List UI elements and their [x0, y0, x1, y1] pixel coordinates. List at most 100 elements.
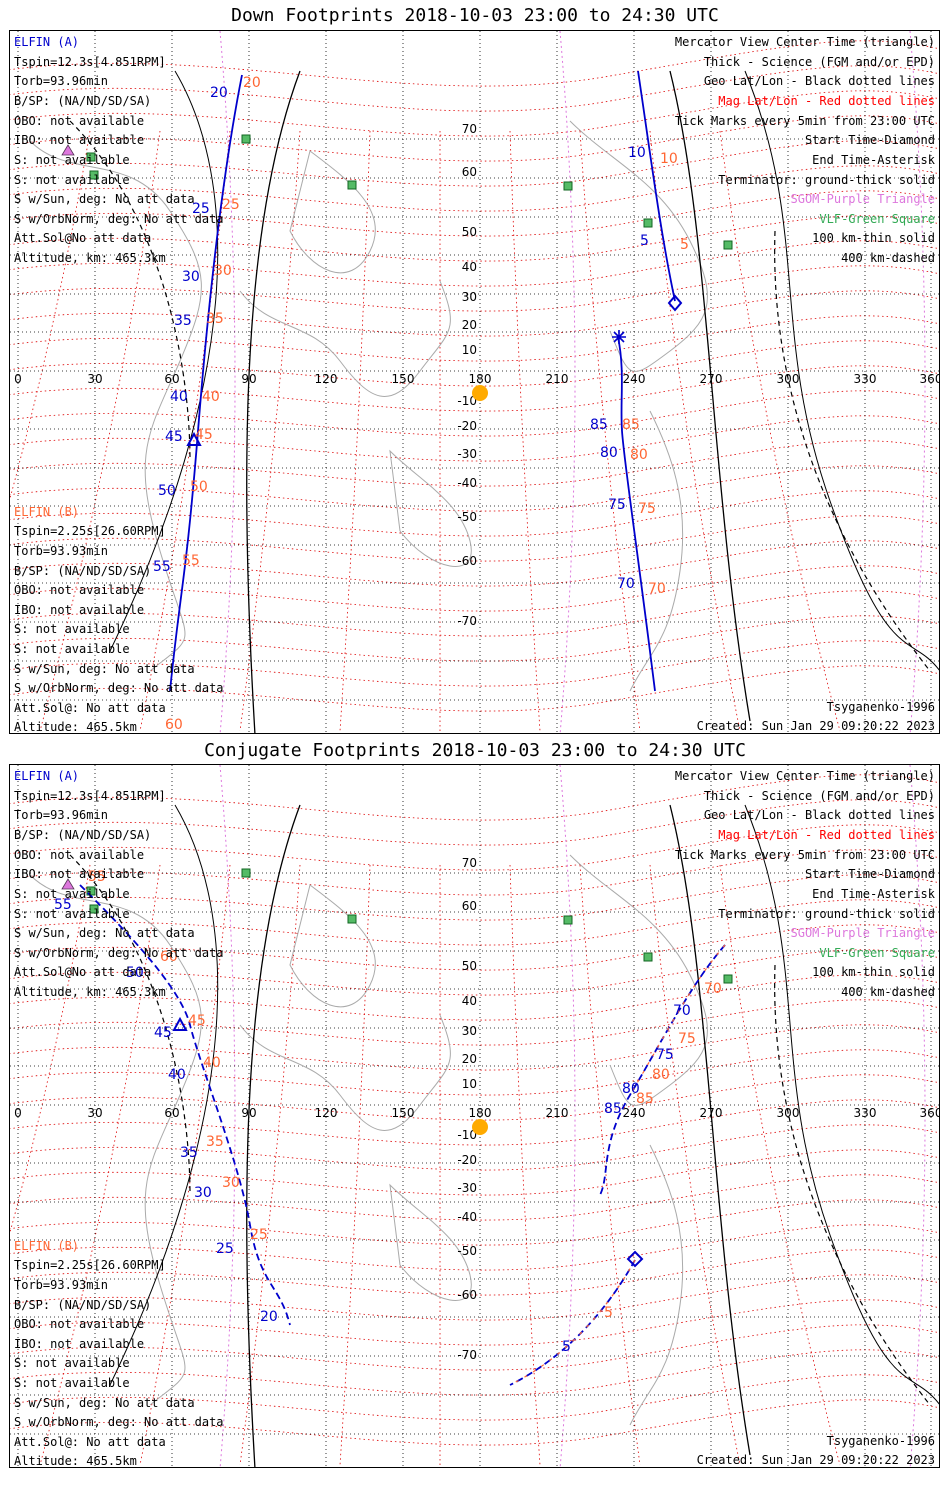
lon-tick-label: 360: [920, 1106, 940, 1120]
track-tick-label-a: 5: [562, 1339, 571, 1355]
mag-lat-line: [10, 1099, 939, 1146]
elfin-a-track: [79, 884, 291, 1326]
mag-lat-line: [10, 365, 939, 412]
mag-lon-line: [509, 864, 541, 1466]
lat-tick-label: -50: [457, 1244, 477, 1258]
coastline: [569, 854, 708, 1106]
map-canvas-down: 0 30 60 90 120 150 180 210 240 270 300 330 360 70 60 50…: [10, 31, 939, 733]
mag-lat-line: [10, 90, 939, 137]
lat-tick-label: -20: [457, 419, 477, 433]
elfin-b-line: IBO: not available: [14, 1337, 145, 1351]
lat-tick-label: 10: [462, 1077, 477, 1091]
coastline: [29, 874, 202, 1406]
coastline: [629, 410, 684, 692]
mag-lat-line: [10, 1024, 939, 1071]
terminator-line: [109, 70, 219, 652]
track-tick-label-b: 10: [660, 151, 678, 167]
mag-lat-line: [10, 215, 939, 262]
track-tick-label-a: 25: [192, 201, 210, 217]
lat-tick-label: -60: [457, 1288, 477, 1302]
elfin-a-line: OBO: not available: [14, 848, 145, 862]
legend-line: VLF-Green Square: [819, 212, 935, 226]
terminator-line: [669, 804, 751, 1456]
track-tick-label-b: 35: [206, 311, 224, 327]
track-tick-label-b: 75: [638, 501, 656, 517]
mag-lat-line: [10, 1399, 939, 1446]
vlf-station-marker: [89, 904, 99, 914]
legend-line: Terminator: ground-thick solid: [718, 907, 935, 921]
track-tick-label-b: 25: [250, 1227, 268, 1243]
terminator-line: [246, 70, 301, 733]
mag-lat-line: [10, 924, 939, 971]
elfin-b-line: S: not available: [14, 622, 130, 636]
elfin-a-line: S: not available: [14, 173, 130, 187]
elfin-b-line: Altitude: 465.5km: [14, 1454, 137, 1468]
elfin-a-line: Altitude, km: 465.3km: [14, 251, 166, 265]
elfin-b-line: S w/Sun, deg: No att data: [14, 662, 195, 676]
lon-tick-label: 0: [14, 1106, 22, 1120]
mag-lat-line: [10, 515, 939, 562]
coastline: [239, 1014, 451, 1131]
lat-tick-label: 70: [462, 856, 477, 870]
lat-tick-label: 10: [462, 343, 477, 357]
elfin-b-line: Att.Sol@: No att data: [14, 1435, 166, 1449]
elfin-b-line: B/SP: (NA/ND/SD/SA): [14, 564, 152, 578]
lon-tick-label: 180: [469, 372, 492, 386]
track-tick-label-b: 5: [604, 1305, 613, 1321]
elfin-b-line: S w/OrbNorm, deg: No att data: [14, 1415, 224, 1429]
lat-tick-label: -60: [457, 554, 477, 568]
vlf-station-marker: [723, 240, 733, 250]
mag-lat-line: [10, 1324, 939, 1371]
track-tick-label-a: 50: [126, 965, 144, 981]
legend-line: End Time-Asterisk: [812, 887, 935, 901]
lon-tick-label: 30: [87, 1106, 102, 1120]
mag-lat-line: [10, 1149, 939, 1196]
track-tick-label-b: 85: [622, 417, 640, 433]
vlf-station-marker: [86, 152, 96, 162]
vlf-station-marker: [241, 134, 251, 144]
mag-lat-line: [10, 824, 939, 871]
terminator-400km: [774, 230, 931, 672]
lon-tick-label: 240: [623, 1106, 646, 1120]
track-tick-label-b: 45: [195, 427, 213, 443]
center-time-triangle: [186, 431, 202, 446]
track-tick-label-a: 35: [174, 313, 192, 329]
sgom-station-marker: [61, 878, 75, 890]
lon-tick-label: 60: [164, 372, 179, 386]
legend-line: Start Time-Diamond: [804, 133, 935, 147]
track-tick-label-b: 45: [188, 1013, 206, 1029]
legend-line: Start Time-Diamond: [804, 867, 935, 881]
track-tick-label-a: 20: [210, 85, 228, 101]
mag-lat-line: [10, 190, 939, 237]
track-tick-label-b: 75: [678, 1031, 696, 1047]
lat-tick-label: -70: [457, 1348, 477, 1362]
lat-tick-label: -50: [457, 510, 477, 524]
elfin-b-line: OBO: not available: [14, 583, 145, 597]
mag-lat-line: [10, 115, 939, 162]
lat-tick-label: -40: [457, 476, 477, 490]
elfin-a-line: Att.Sol@No att data: [14, 231, 152, 245]
track-tick-label-a: 25: [216, 1241, 234, 1257]
mag-lat-line: [10, 440, 939, 487]
coastline: [289, 150, 376, 274]
sgom-line: [219, 765, 236, 1467]
mag-lat-line: [10, 390, 939, 437]
track-tick-label-b: 60: [160, 949, 178, 965]
map-canvas-conjugate: 0 30 60 90 120 150 180 210 240 270 300 330 360 70 60 50…: [10, 765, 940, 1467]
lon-tick-label: 150: [392, 1106, 415, 1120]
elfin-b-line: S w/Sun, deg: No att data: [14, 1396, 195, 1410]
created-label: Created: Sun Jan 29 09:20:22 2023: [696, 719, 935, 733]
mag-lat-line: [10, 1124, 939, 1171]
mag-lat-line: [10, 774, 939, 821]
track-tick-label-a: 70: [617, 576, 635, 592]
track-tick-label-b: 25: [222, 197, 240, 213]
lon-tick-label: 30: [87, 372, 102, 386]
mag-lat-line: [10, 1224, 939, 1271]
vlf-station-marker: [347, 914, 357, 924]
model-label: Tsyganenko-1996: [826, 1434, 935, 1448]
track-tick-label-a: 70: [673, 1003, 691, 1019]
lat-tick-label: 40: [462, 260, 477, 274]
track-tick-label-b: 70: [648, 581, 666, 597]
track-tick-label-b: 60: [165, 717, 183, 733]
elfin-a-line: S w/OrbNorm, deg: No att data: [14, 212, 224, 226]
